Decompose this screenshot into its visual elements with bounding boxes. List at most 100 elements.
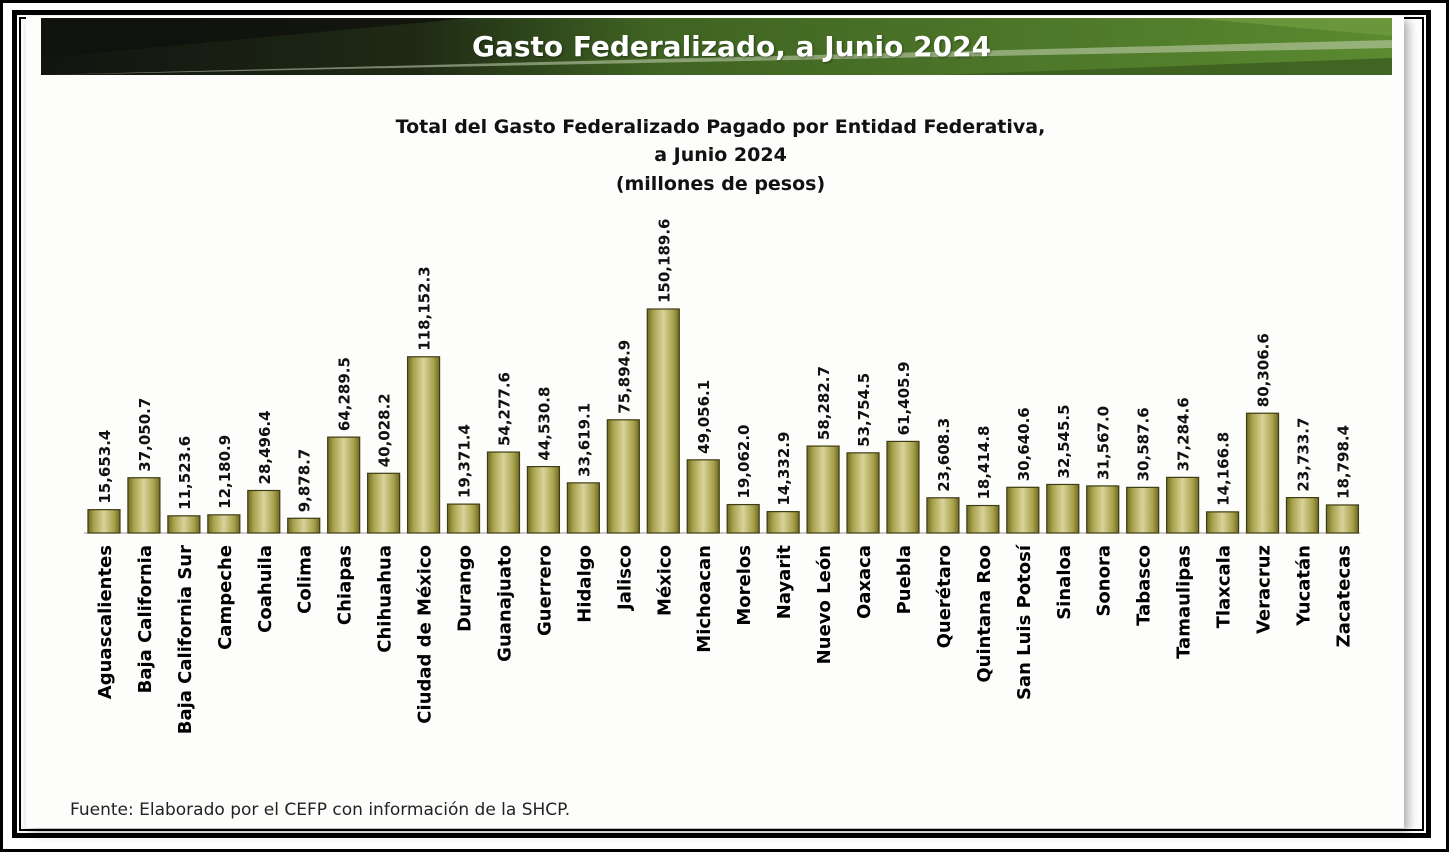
category-label: Michoacan <box>694 545 715 653</box>
bar-group: 44,530.8 Guerrero <box>526 387 561 636</box>
data-label: 30,587.6 <box>1135 407 1153 481</box>
bar-group: 30,587.6 Tabasco <box>1126 407 1160 626</box>
bar-group: 12,180.9 Campeche <box>207 435 241 650</box>
data-label: 118,152.3 <box>416 266 434 350</box>
category-label: Oaxaca <box>854 545 875 619</box>
bar-group: 31,567.0 Sonora <box>1086 406 1120 617</box>
category-label: Sonora <box>1094 545 1115 617</box>
bar <box>367 472 401 534</box>
bar <box>726 503 760 534</box>
bar-group: 23,608.3 Querétaro <box>926 418 960 648</box>
data-label: 9,878.7 <box>296 449 314 513</box>
data-label: 31,567.0 <box>1095 406 1113 480</box>
data-label: 75,894.9 <box>615 340 633 414</box>
bar <box>646 308 680 534</box>
category-label: Aguascalientes <box>95 545 116 699</box>
bar-group: 33,619.1 Hidalgo <box>566 403 600 623</box>
category-label: Guerrero <box>534 545 555 636</box>
bar <box>566 482 600 534</box>
category-label: Querétaro <box>934 545 955 648</box>
data-label: 18,414.8 <box>975 426 993 500</box>
data-label: 11,523.6 <box>176 436 194 510</box>
category-label: México <box>654 545 675 616</box>
chart-title: Total del Gasto Federalizado Pagado por … <box>395 116 1046 138</box>
data-label: 19,062.0 <box>735 425 753 499</box>
category-label: Coahuila <box>255 545 276 633</box>
bar <box>846 452 880 534</box>
category-label: Tamaulipas <box>1174 545 1195 659</box>
chart-title-line2: a Junio 2024 <box>654 144 787 166</box>
bar-group: 32,545.5 Sinaloa <box>1046 404 1080 620</box>
category-label: Guanajuato <box>494 545 515 662</box>
data-label: 53,754.5 <box>855 373 873 447</box>
bar-group: 49,056.1 Michoacan <box>686 380 720 653</box>
data-label: 80,306.6 <box>1255 333 1273 407</box>
bar-group: 14,166.8 Tlaxcala <box>1205 432 1240 628</box>
bar <box>1325 504 1360 534</box>
banner-background <box>41 18 1392 75</box>
bar-group: 37,284.6 Tamaulipas <box>1166 397 1200 659</box>
bar-group: 54,277.6 Guanajuato <box>486 372 521 662</box>
data-label: 14,166.8 <box>1215 432 1233 506</box>
data-label: 15,653.4 <box>96 430 114 504</box>
bar-group: 9,878.7 Colima <box>287 449 321 614</box>
category-label: Tlaxcala <box>1214 545 1235 628</box>
bar <box>766 511 800 534</box>
bar <box>606 419 640 534</box>
bar <box>1205 511 1240 534</box>
data-label: 44,530.8 <box>535 387 553 461</box>
bar <box>287 517 321 534</box>
bar <box>247 489 281 534</box>
data-label: 32,545.5 <box>1055 404 1073 478</box>
bar-group: 18,414.8 Quintana Roo <box>966 426 1000 683</box>
bar <box>1245 412 1280 534</box>
bar-group: 75,894.9 Jalisco <box>606 340 640 612</box>
bar-group: 37,050.7 Baja California <box>127 398 161 693</box>
bar <box>127 477 161 534</box>
data-label: 49,056.1 <box>695 380 713 454</box>
category-label: Tabasco <box>1134 545 1155 626</box>
category-label: Nayarit <box>774 545 795 620</box>
data-label: 33,619.1 <box>575 403 593 477</box>
category-label: Zacatecas <box>1333 545 1354 647</box>
data-label: 58,282.7 <box>815 366 833 440</box>
bar <box>486 451 521 534</box>
category-label: Puebla <box>894 545 915 614</box>
bar-group: 61,405.9 Puebla <box>886 361 920 614</box>
data-label: 30,640.6 <box>1015 407 1033 481</box>
category-label: San Luis Potosí <box>1014 544 1035 700</box>
category-label: Campeche <box>215 545 236 650</box>
bar-group: 30,640.6 San Luis Potosí <box>1006 407 1040 700</box>
data-label: 12,180.9 <box>216 435 234 509</box>
category-label: Chihuahua <box>375 545 396 653</box>
bar-group: 58,282.7 Nuevo León <box>806 366 840 664</box>
bar <box>207 514 241 534</box>
category-label: Jalisco <box>614 545 635 612</box>
bar <box>1285 497 1320 534</box>
bar <box>1126 486 1160 534</box>
chart-subtitle: (millones de pesos) <box>615 173 826 195</box>
bar-group: 28,496.4 Coahuila <box>247 410 281 633</box>
slide-area <box>26 16 1404 828</box>
bar <box>966 504 1000 534</box>
bar-group: 118,152.3 Ciudad de México <box>406 266 441 724</box>
bar <box>1006 486 1040 534</box>
category-label: Ciudad de México <box>415 545 436 724</box>
category-label: Baja California <box>135 545 156 693</box>
data-label: 54,277.6 <box>495 372 513 446</box>
category-label: Morelos <box>734 545 755 626</box>
data-label: 23,733.7 <box>1294 418 1312 492</box>
bar-group: 18,798.4 Zacatecas <box>1325 425 1360 647</box>
category-label: Veracruz <box>1254 545 1275 634</box>
data-label: 18,798.4 <box>1334 425 1352 499</box>
bar-group: 150,189.6 México <box>646 219 680 616</box>
category-label: Chiapas <box>335 545 356 625</box>
category-label: Hidalgo <box>574 545 595 623</box>
data-label: 64,289.5 <box>336 357 354 431</box>
bar <box>327 436 361 534</box>
page-title: Gasto Federalizado, a Junio 2024 <box>471 30 992 63</box>
bar <box>167 515 201 534</box>
bar-group: 80,306.6 Veracruz <box>1245 333 1280 634</box>
bar <box>526 465 561 534</box>
